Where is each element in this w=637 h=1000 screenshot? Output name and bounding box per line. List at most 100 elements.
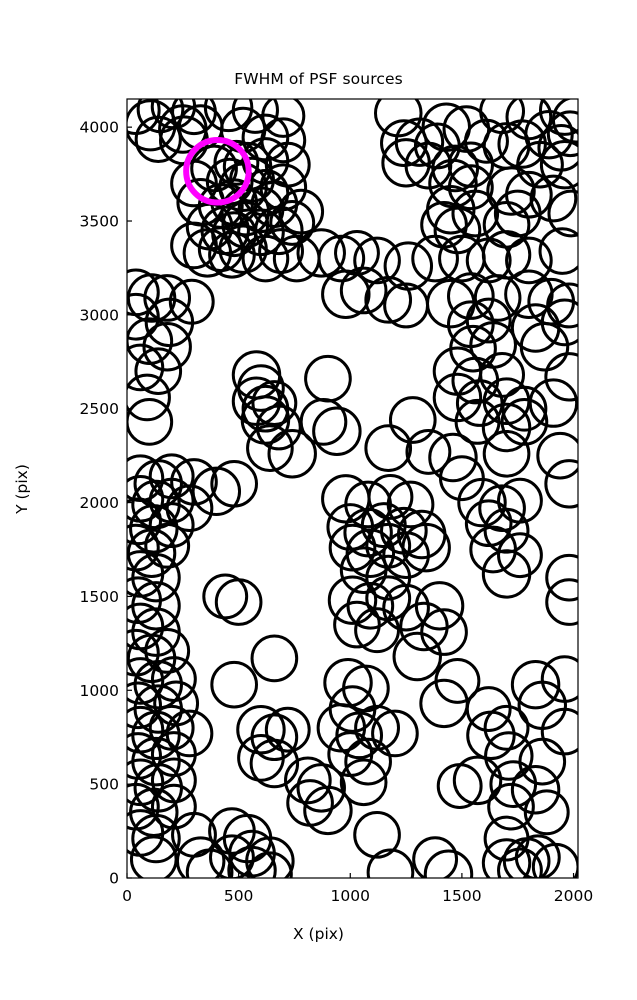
psf-source-circle bbox=[335, 711, 384, 760]
axes-frame bbox=[126, 98, 579, 879]
psf-source-circle bbox=[150, 656, 197, 702]
psf-source-circle bbox=[399, 601, 449, 652]
psf-source-circle bbox=[339, 758, 388, 807]
psf-source-circle bbox=[463, 118, 509, 164]
psf-source-circle bbox=[423, 849, 474, 878]
psf-source-circle bbox=[518, 737, 567, 786]
psf-source-circle bbox=[150, 731, 197, 778]
psf-source-circle bbox=[510, 659, 561, 710]
psf-source-circle bbox=[457, 477, 507, 528]
psf-source-circle bbox=[210, 459, 258, 508]
psf-source-circle bbox=[367, 474, 414, 520]
psf-source-circle bbox=[144, 627, 191, 674]
y-tick-label: 500 bbox=[89, 776, 119, 794]
psf-source-circle bbox=[209, 834, 255, 878]
psf-source-circle bbox=[127, 398, 174, 446]
psf-source-circle bbox=[501, 385, 548, 432]
psf-source-circle bbox=[175, 836, 226, 878]
psf-source-circle bbox=[202, 573, 249, 620]
psf-source-circle bbox=[185, 848, 234, 878]
psf-source-circle bbox=[304, 354, 352, 403]
psf-source-circle bbox=[127, 273, 177, 323]
psf-source-circle bbox=[127, 373, 171, 422]
psf-source-circle bbox=[547, 189, 578, 238]
psf-source-circle bbox=[134, 347, 183, 396]
psf-source-circle bbox=[339, 266, 388, 315]
psf-source-circle bbox=[170, 159, 218, 208]
y-tick-label: 1500 bbox=[80, 588, 119, 606]
psf-source-circle bbox=[538, 227, 578, 275]
psf-source-circle bbox=[354, 704, 400, 751]
psf-source-circle bbox=[546, 110, 578, 158]
y-tick-label: 3500 bbox=[80, 213, 119, 231]
psf-source-circle bbox=[497, 847, 543, 878]
y-axis-label: Y (pix) bbox=[13, 464, 31, 514]
psf-source-circle bbox=[539, 139, 578, 190]
psf-source-circle bbox=[246, 424, 294, 472]
psf-source-circle bbox=[510, 303, 561, 353]
psf-source-circle bbox=[321, 269, 371, 319]
y-tick-label: 3000 bbox=[80, 306, 119, 324]
psf-source-circle bbox=[546, 282, 578, 329]
psf-source-circle bbox=[544, 459, 578, 509]
psf-source-circle bbox=[551, 99, 578, 144]
psf-source-circle bbox=[451, 189, 500, 238]
psf-source-circle bbox=[464, 499, 513, 548]
psf-source-circle bbox=[129, 504, 179, 554]
x-tick-label: 1000 bbox=[331, 887, 370, 905]
psf-source-circle bbox=[182, 228, 233, 278]
psf-source-circle bbox=[213, 139, 260, 186]
psf-source-circle bbox=[371, 709, 419, 758]
psf-source-circle bbox=[487, 782, 535, 831]
psf-source-circle bbox=[466, 710, 516, 761]
psf-source-circle bbox=[447, 141, 494, 188]
psf-source-circle bbox=[364, 424, 413, 472]
selected-source-marker[interactable] bbox=[183, 137, 252, 206]
y-tick-label: 2000 bbox=[80, 494, 119, 512]
psf-source-circle bbox=[127, 343, 165, 392]
psf-source-circle bbox=[148, 704, 195, 751]
psf-source-circle bbox=[381, 138, 431, 188]
psf-source-circle bbox=[523, 789, 570, 836]
psf-source-circle bbox=[489, 760, 538, 808]
psf-source-circle bbox=[245, 836, 295, 878]
psf-source-circle bbox=[354, 607, 400, 654]
psf-source-circle bbox=[284, 756, 332, 805]
selected-source-circle[interactable] bbox=[183, 137, 252, 206]
psf-source-circle bbox=[412, 836, 459, 878]
psf-source-circle bbox=[436, 763, 483, 809]
psf-source-circle bbox=[484, 731, 534, 781]
psf-source-circle bbox=[469, 525, 517, 574]
psf-source-circle bbox=[545, 553, 578, 602]
psf-source-circle bbox=[197, 226, 244, 273]
psf-source-circle bbox=[237, 734, 285, 782]
psf-source-circle bbox=[404, 141, 453, 190]
psf-source-circle bbox=[227, 845, 277, 878]
psf-source-circle bbox=[482, 377, 531, 426]
psf-source-circle bbox=[127, 317, 174, 365]
psf-source-circle bbox=[333, 600, 381, 649]
psf-source-circle bbox=[327, 575, 378, 625]
psf-source-circle bbox=[267, 429, 317, 479]
x-tick-label: 500 bbox=[224, 887, 254, 905]
psf-source-circle bbox=[482, 429, 531, 478]
psf-source-circle bbox=[442, 105, 491, 153]
psf-source-circle bbox=[545, 578, 578, 626]
psf-source-circle bbox=[264, 706, 311, 753]
psf-source-circle bbox=[497, 477, 543, 524]
psf-source-circle bbox=[481, 402, 532, 453]
psf-source-circles bbox=[127, 99, 578, 878]
psf-source-circle bbox=[134, 115, 182, 163]
y-tick-label: 1000 bbox=[80, 682, 119, 700]
psf-source-circle bbox=[249, 738, 300, 789]
psf-source-circle bbox=[540, 655, 578, 703]
psf-source-circle bbox=[483, 704, 530, 751]
psf-source-circle bbox=[431, 144, 480, 193]
psf-source-circle bbox=[127, 681, 162, 730]
psf-source-circle bbox=[529, 174, 578, 223]
psf-source-circle bbox=[218, 224, 268, 274]
psf-source-circle bbox=[127, 497, 162, 546]
psf-source-circle bbox=[353, 811, 401, 859]
psf-source-circle bbox=[296, 228, 346, 278]
psf-source-circle bbox=[497, 532, 543, 579]
